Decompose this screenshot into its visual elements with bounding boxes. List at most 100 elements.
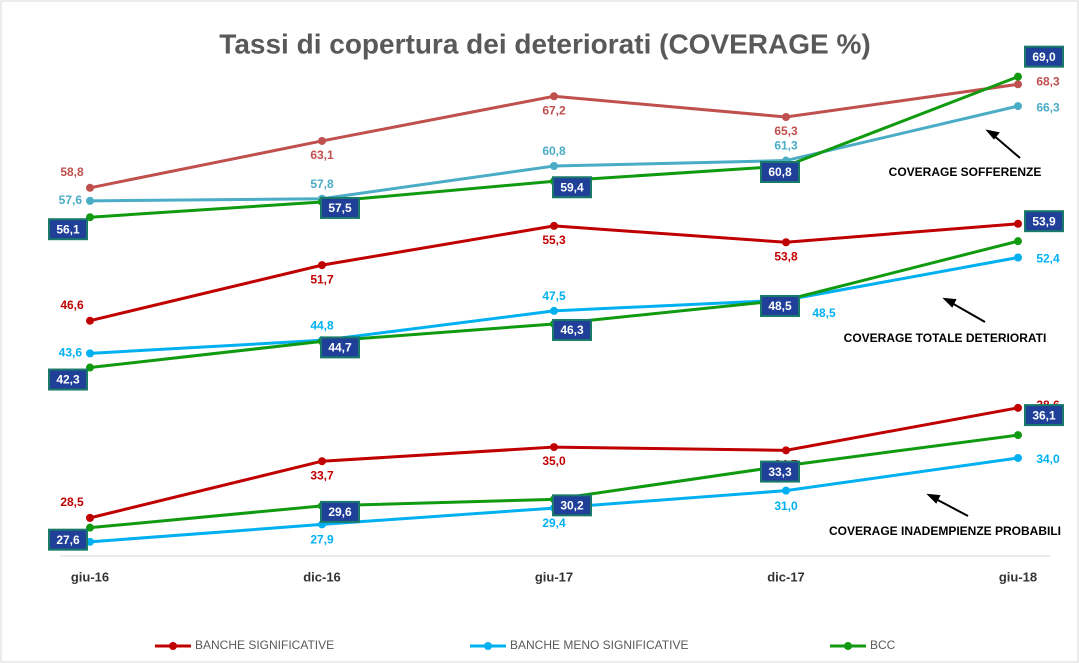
value-label: 57,6: [59, 193, 83, 207]
value-label: 57,8: [310, 177, 334, 191]
point: [1014, 253, 1022, 262]
point: [1014, 72, 1022, 81]
point: [1014, 453, 1022, 462]
label-box: [1024, 210, 1064, 233]
legend-marker: [169, 642, 177, 650]
value-label: 42,3: [56, 373, 80, 387]
label-box: [1024, 45, 1064, 68]
point: [782, 112, 790, 121]
x-tick-label: giu-18: [999, 569, 1037, 584]
x-tick-label: giu-17: [535, 569, 573, 584]
label-box: [320, 196, 360, 219]
legend-label: BCC: [870, 638, 896, 652]
point: [86, 316, 94, 325]
value-label: 58,8: [60, 165, 84, 179]
label-box: [48, 528, 88, 551]
point: [86, 513, 94, 522]
x-tick-label: dic-16: [303, 569, 341, 584]
arrows: [926, 129, 1021, 517]
value-label: 43,6: [59, 346, 83, 360]
point: [86, 183, 94, 192]
value-label: 56,1: [56, 222, 80, 236]
label-box: [760, 161, 800, 184]
value-label: 69,0: [1032, 50, 1056, 64]
value-label: 33,7: [310, 468, 334, 482]
label-box: [760, 295, 800, 317]
value-label: 44,8: [310, 318, 334, 332]
label-box: [48, 218, 88, 241]
value-label: 60,8: [768, 165, 792, 179]
value-label: 29,4: [542, 516, 566, 530]
point: [86, 196, 94, 205]
value-label: 33,3: [768, 465, 792, 479]
point: [1014, 102, 1022, 111]
point: [318, 457, 326, 466]
value-label: 57,5: [328, 201, 352, 215]
point: [550, 92, 558, 101]
value-label: 34,0: [1036, 452, 1060, 466]
value-label: 68,3: [1036, 74, 1060, 88]
point: [782, 486, 790, 495]
point: [1014, 431, 1022, 440]
point: [318, 136, 326, 145]
value-label: 28,5: [60, 495, 84, 509]
value-label: 61,3: [774, 139, 798, 153]
legend-marker: [484, 642, 492, 650]
value-label: 36,1: [1032, 408, 1056, 422]
value-label: 59,4: [560, 180, 584, 194]
point: [1014, 403, 1022, 412]
point: [782, 238, 790, 247]
chart-title: Tassi di copertura dei deteriorati (COVE…: [219, 28, 870, 59]
legend-label: BANCHE MENO SIGNIFICATIVE: [510, 638, 688, 652]
value-label: 27,6: [56, 533, 80, 547]
label-box: [760, 460, 800, 483]
x-tick-label: giu-16: [71, 569, 109, 584]
point: [550, 221, 558, 230]
value-label: 29,6: [328, 505, 352, 519]
value-label: 46,3: [560, 323, 584, 337]
point: [550, 306, 558, 315]
value-label: 55,3: [542, 233, 566, 247]
label-box: [48, 368, 88, 391]
annotation: COVERAGE SOFFERENZE: [889, 165, 1042, 179]
value-label: 60,8: [542, 144, 566, 158]
value-label: 48,5: [768, 299, 792, 313]
label-box: [1024, 404, 1064, 427]
value-label: 46,6: [60, 298, 84, 312]
point: [86, 349, 94, 358]
value-label: 48,5: [812, 306, 836, 320]
value-label: 52,4: [1036, 252, 1060, 266]
point: [1014, 219, 1022, 228]
legend-marker: [844, 642, 852, 650]
value-label: 44,7: [328, 341, 352, 355]
label-box: [320, 500, 360, 523]
legend-label: BANCHE SIGNIFICATIVE: [195, 638, 334, 652]
value-label: 53,8: [774, 249, 798, 263]
value-label: 51,7: [310, 272, 334, 286]
point: [1014, 80, 1022, 89]
annotation: COVERAGE INADEMPIENZE PROBABILI: [829, 524, 1061, 538]
label-box: [552, 494, 592, 517]
value-label: 53,9: [1032, 214, 1056, 228]
label-box: [552, 176, 592, 199]
annotation: COVERAGE TOTALE DETERIORATI: [844, 331, 1047, 345]
point: [550, 162, 558, 171]
point: [550, 443, 558, 452]
point: [1014, 237, 1022, 246]
label-box: [552, 318, 592, 341]
value-label: 67,2: [542, 103, 566, 117]
label-box: [320, 336, 360, 359]
value-label: 35,0: [542, 454, 566, 468]
value-label: 31,0: [774, 499, 798, 513]
value-label: 65,3: [774, 124, 798, 138]
value-label: 66,3: [1036, 100, 1060, 114]
point: [318, 261, 326, 270]
value-label: 47,5: [542, 289, 566, 303]
value-label: 30,2: [560, 499, 584, 513]
value-label: 27,9: [310, 533, 334, 547]
x-tick-label: dic-17: [767, 569, 805, 584]
point: [782, 446, 790, 455]
value-label: 63,1: [310, 148, 334, 162]
